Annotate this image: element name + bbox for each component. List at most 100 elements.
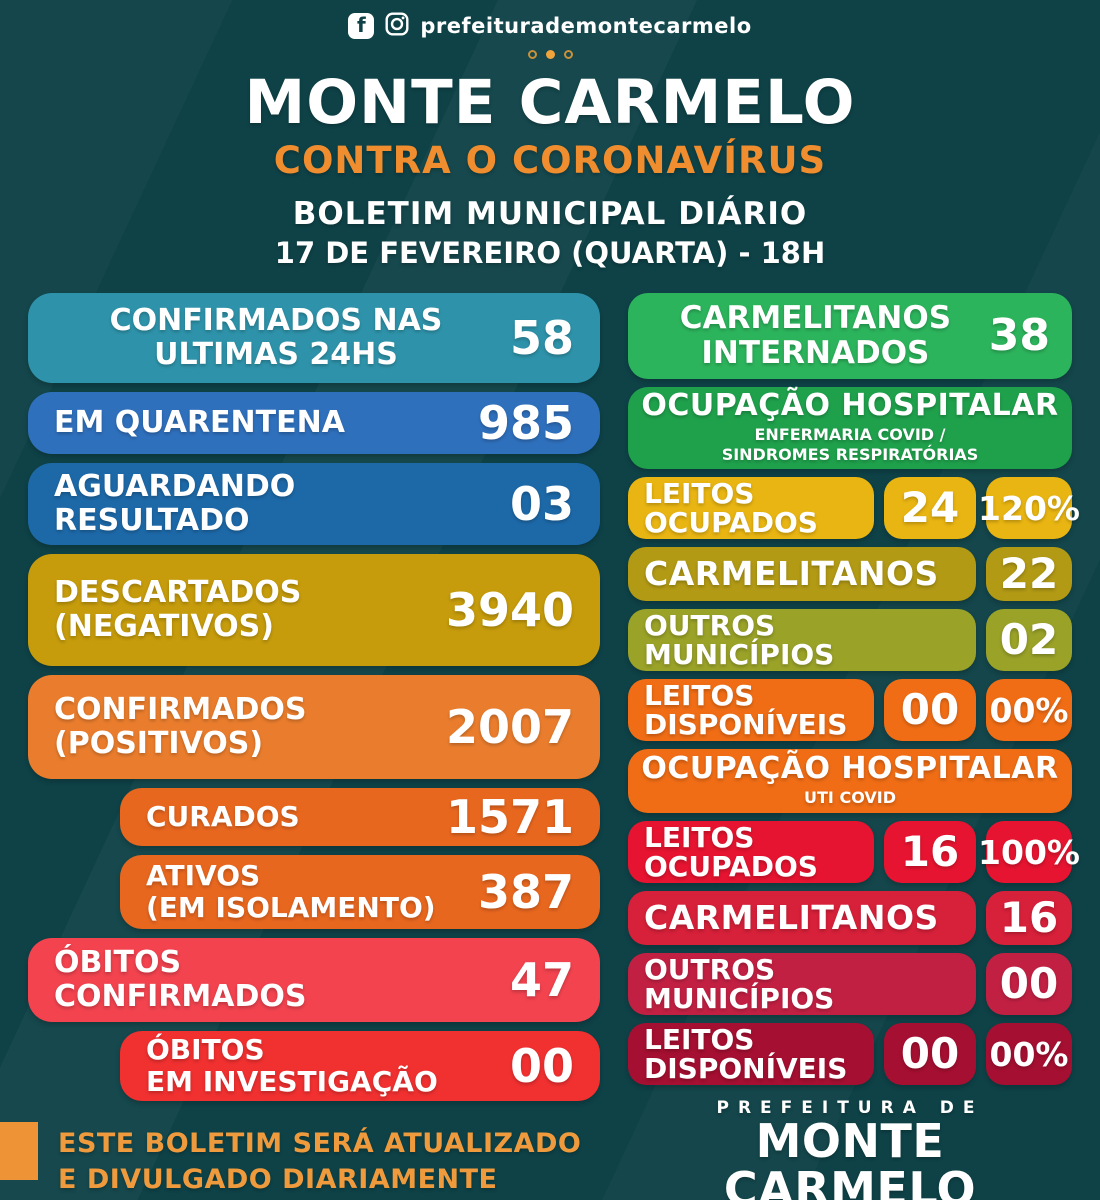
pill-value: 00	[884, 679, 976, 741]
stat-label: CARMELITANOS INTERNADOS	[679, 300, 952, 371]
stat-percent: 00%	[989, 1034, 1069, 1074]
pill-percent: 00%	[986, 1023, 1072, 1085]
stat-percent: 00%	[989, 690, 1069, 730]
row-carmelitanos-uti: CARMELITANOS 16	[628, 891, 1072, 945]
update-note: ESTE BOLETIM SERÁ ATUALIZADO E DIVULGADO…	[58, 1128, 582, 1196]
instagram-icon	[384, 11, 410, 41]
pill-percent: 00%	[986, 679, 1072, 741]
pill-label: CARMELITANOS	[628, 547, 976, 601]
stat-label: CURADOS	[146, 799, 300, 833]
section-title: OCUPAÇÃO HOSPITALAR	[641, 751, 1059, 786]
pill-label: OUTROS MUNICÍPIOS	[628, 953, 976, 1015]
stat-value: 58	[509, 311, 574, 365]
stat-label: ÓBITOS CONFIRMADOS	[54, 944, 307, 1014]
stat-value: 00	[999, 959, 1059, 1008]
stat-label: CONFIRMADOS (POSITIVOS)	[54, 691, 307, 761]
stat-value: 00	[509, 1039, 574, 1093]
stat-label: CONFIRMADOS NAS ULTIMAS 24HS	[109, 302, 443, 372]
row-leitos-ocupados-uti: LEITOS OCUPADOS 16 100%	[628, 821, 1080, 883]
pill-percent: 100%	[978, 821, 1080, 883]
pill-label: LEITOS DISPONÍVEIS	[628, 1023, 874, 1085]
row-carmelitanos-enfermaria: CARMELITANOS 22	[628, 547, 1072, 601]
row-outros-municipios-enfermaria: OUTROS MUNICÍPIOS 02	[628, 609, 1072, 671]
carousel-dot-active-icon	[545, 50, 555, 59]
stat-value: 22	[999, 549, 1059, 598]
stat-label: ATIVOS (EM ISOLAMENTO)	[146, 858, 436, 924]
pill-label: LEITOS DISPONÍVEIS	[628, 679, 874, 741]
prefeitura-logo: PREFEITURA DE MONTE CARMELO CUIDANDO DA …	[628, 1100, 1072, 1200]
pill-percent: 120%	[978, 477, 1080, 539]
stat-card-em-quarentena: EM QUARENTENA 985	[28, 392, 600, 454]
stat-card-obitos-investigacao: ÓBITOS EM INVESTIGAÇÃO 00	[120, 1031, 600, 1101]
stat-value: 02	[999, 615, 1059, 664]
pill-value: 00	[986, 953, 1072, 1015]
stat-card-descartados-negativos: DESCARTADOS (NEGATIVOS) 3940	[28, 554, 600, 666]
carousel-dot-icon	[563, 50, 573, 59]
stat-card-ativos-isolamento: ATIVOS (EM ISOLAMENTO) 387	[120, 855, 600, 929]
stat-value: 387	[477, 865, 574, 919]
stat-value: 3940	[445, 583, 574, 637]
stat-card-obitos-confirmados: ÓBITOS CONFIRMADOS 47	[28, 938, 600, 1022]
row-outros-municipios-uti: OUTROS MUNICÍPIOS 00	[628, 953, 1072, 1015]
stats-columns: CONFIRMADOS NAS ULTIMAS 24HS 58 EM QUARE…	[0, 293, 1100, 1200]
stat-value: 24	[900, 483, 960, 532]
stat-value: 00	[900, 685, 960, 734]
row-leitos-disponiveis-uti: LEITOS DISPONÍVEIS 00 00%	[628, 1023, 1072, 1085]
stat-label: ÓBITOS EM INVESTIGAÇÃO	[146, 1032, 438, 1098]
carousel-dots	[0, 50, 1100, 59]
stat-label: LEITOS OCUPADOS	[644, 820, 818, 883]
stat-value: 00	[900, 1029, 960, 1078]
pill-value: 16	[986, 891, 1072, 945]
stat-value: 1571	[445, 790, 574, 844]
carousel-dot-icon	[527, 50, 537, 59]
stat-label: LEITOS OCUPADOS	[644, 476, 818, 539]
stat-label: OUTROS MUNICÍPIOS	[644, 952, 835, 1015]
stat-label: DESCARTADOS (NEGATIVOS)	[54, 574, 302, 644]
page-title: MONTE CARMELO	[244, 67, 856, 138]
pill-value: 00	[884, 1023, 976, 1085]
bulletin-heading: BOLETIM MUNICIPAL DIÁRIO	[292, 196, 808, 232]
pill-label: CARMELITANOS	[628, 891, 976, 945]
note-accent-square	[0, 1122, 38, 1180]
row-leitos-ocupados-enfermaria: LEITOS OCUPADOS 24 120%	[628, 477, 1080, 539]
stat-card-confirmados-24hs: CONFIRMADOS NAS ULTIMAS 24HS 58	[28, 293, 600, 383]
pill-label: LEITOS OCUPADOS	[628, 477, 874, 539]
stat-label: OUTROS MUNICÍPIOS	[644, 608, 835, 671]
stat-label: CARMELITANOS	[644, 553, 939, 593]
pill-value: 22	[986, 547, 1072, 601]
stat-card-confirmados-positivos: CONFIRMADOS (POSITIVOS) 2007	[28, 675, 600, 779]
stat-value: 38	[988, 310, 1050, 361]
stat-value: 2007	[445, 700, 574, 754]
row-leitos-disponiveis-enfermaria: LEITOS DISPONÍVEIS 00 00%	[628, 679, 1072, 741]
pill-label: LEITOS OCUPADOS	[628, 821, 874, 883]
cases-column: CONFIRMADOS NAS ULTIMAS 24HS 58 EM QUARE…	[28, 293, 600, 1101]
stat-value: 985	[477, 396, 574, 450]
stat-card-curados: CURADOS 1571	[120, 788, 600, 846]
hospital-column: CARMELITANOS INTERNADOS 38 OCUPAÇÃO HOSP…	[628, 293, 1080, 1200]
section-header-uti: OCUPAÇÃO HOSPITALAR UTI COVID	[628, 749, 1072, 813]
pill-label: OUTROS MUNICÍPIOS	[628, 609, 976, 671]
page-subtitle: CONTRA O CORONAVÍRUS	[273, 139, 827, 182]
bulletin-date: 17 DE FEVEREIRO (QUARTA) - 18H	[274, 236, 826, 270]
stat-card-aguardando-resultado: AGUARDANDO RESULTADO 03	[28, 463, 600, 545]
social-header: f prefeiturademontecarmelo	[0, 0, 1100, 41]
pill-value: 16	[884, 821, 976, 883]
facebook-icon: f	[348, 13, 375, 39]
stat-label: LEITOS DISPONÍVEIS	[644, 1022, 848, 1085]
stat-value: 16	[900, 827, 960, 876]
stat-value: 47	[509, 953, 574, 1007]
pill-value: 24	[884, 477, 976, 539]
stat-value: 03	[509, 477, 574, 531]
stat-label: CARMELITANOS	[644, 897, 939, 937]
title-block: MONTE CARMELO CONTRA O CORONAVÍRUS BOLET…	[0, 72, 1100, 268]
stat-label: AGUARDANDO RESULTADO	[54, 468, 296, 538]
stat-label: EM QUARENTENA	[54, 404, 345, 440]
pill-value: 02	[986, 609, 1072, 671]
logo-top-text: PREFEITURA DE	[716, 1098, 984, 1118]
social-handle: prefeiturademontecarmelo	[420, 14, 752, 38]
stat-percent: 100%	[978, 832, 1080, 872]
section-title: OCUPAÇÃO HOSPITALAR	[641, 388, 1059, 423]
stat-card-carmelitanos-internados: CARMELITANOS INTERNADOS 38	[628, 293, 1072, 379]
section-header-enfermaria: OCUPAÇÃO HOSPITALAR ENFERMARIA COVID / S…	[628, 387, 1072, 469]
